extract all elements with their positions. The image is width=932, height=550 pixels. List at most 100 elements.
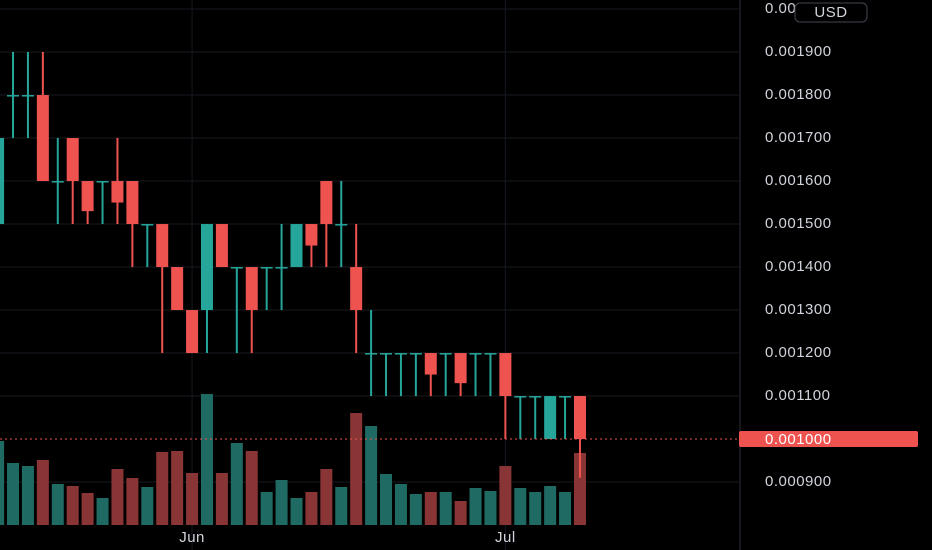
candle-body (350, 267, 363, 311)
volume-bar (573, 453, 586, 525)
volume-bar (141, 487, 154, 525)
currency-label[interactable]: USD (814, 4, 847, 21)
candle-body (559, 396, 572, 398)
volume-bar (424, 492, 437, 525)
volume-bar (21, 466, 34, 525)
currency-badge (794, 2, 868, 23)
volume-bar (111, 469, 124, 525)
volume-bar (126, 478, 139, 525)
volume-bar (514, 488, 527, 525)
candle-body (365, 353, 378, 355)
candle-body (290, 224, 303, 268)
candle-body (21, 95, 34, 97)
volume-bar (380, 474, 393, 525)
volume-bar (7, 463, 20, 525)
volume-bar (96, 498, 109, 525)
y-tick-label: 0.001800 (765, 86, 832, 103)
candle-body (335, 224, 348, 226)
y-tick-label: 0.001600 (765, 172, 832, 189)
volume-bar (305, 492, 318, 525)
y-tick-label: 0.001700 (765, 129, 832, 146)
volume-bar (245, 451, 258, 525)
candle-body (245, 267, 258, 311)
candle-body (514, 396, 527, 398)
candle-body (156, 224, 169, 268)
candle-body (305, 224, 318, 246)
volume-bar (544, 486, 557, 525)
volume-bar (320, 469, 333, 525)
volume-bar (469, 488, 482, 525)
volume-bar (275, 480, 288, 525)
volume-bar (394, 484, 407, 525)
candle-body (0, 138, 5, 225)
candle-body (81, 181, 94, 212)
candle-body (484, 353, 497, 355)
candle-body (439, 353, 452, 355)
volume-bar (484, 491, 497, 525)
x-tick-label: Jul (495, 529, 516, 546)
y-tick-label: 0.001300 (765, 301, 832, 318)
candle-body (66, 138, 79, 182)
volume-bar (200, 394, 213, 525)
candle-body (200, 224, 213, 311)
candle-body (51, 181, 64, 183)
y-tick-label: 0.001500 (765, 215, 832, 232)
candle-body (96, 181, 109, 183)
volume-bar (36, 460, 49, 525)
candle-body (7, 95, 20, 97)
volume-bar (186, 473, 199, 525)
candle-body (409, 353, 422, 355)
candles (0, 52, 586, 478)
candle-body (171, 267, 184, 311)
candle-body (320, 181, 333, 225)
volume-bar (499, 466, 512, 525)
x-tick-label: Jun (179, 529, 205, 546)
candle-body (141, 224, 154, 226)
candle-body (260, 267, 273, 269)
volume-bar (0, 441, 5, 525)
volume-bar (230, 443, 243, 525)
candle-body (126, 181, 139, 225)
volume-bar (81, 493, 94, 525)
volume-bar (51, 484, 64, 525)
volume-bar (215, 473, 228, 525)
volume-bar (529, 492, 542, 525)
y-tick-label: 0.001200 (765, 344, 832, 361)
candle-body (111, 181, 124, 203)
candle-body (380, 353, 393, 355)
volume-bar (439, 492, 452, 525)
candle-body (275, 267, 288, 269)
volume-bar (365, 426, 378, 525)
volume-bar (350, 413, 363, 525)
candle-body (215, 224, 228, 268)
y-tick-label: 0.001900 (765, 43, 832, 60)
candle-body (394, 353, 407, 355)
candle-body (230, 267, 243, 269)
volume-bar (66, 486, 79, 525)
volume-bar (156, 452, 169, 525)
volume-bar (559, 492, 572, 525)
candle-body (186, 310, 199, 354)
volume-bar (171, 451, 184, 525)
volume-bar (454, 501, 467, 525)
candle-body (573, 396, 586, 440)
candle-body (424, 353, 437, 375)
volume-bar (260, 492, 273, 525)
y-tick-label: 0.001100 (765, 387, 830, 404)
candle-body (454, 353, 467, 384)
volume-bar (409, 494, 422, 525)
y-tick-label: 0.000900 (765, 473, 832, 490)
candle-body (529, 396, 542, 398)
last-price-label: 0.001000 (765, 431, 832, 448)
volume-bar (335, 487, 348, 525)
volume-pane (0, 394, 586, 525)
candle-body (469, 353, 482, 355)
candle-body (544, 396, 557, 440)
y-tick-label: 0.001400 (765, 258, 832, 275)
volume-bar (290, 498, 303, 525)
candle-body (499, 353, 512, 397)
candle-body (36, 95, 49, 182)
